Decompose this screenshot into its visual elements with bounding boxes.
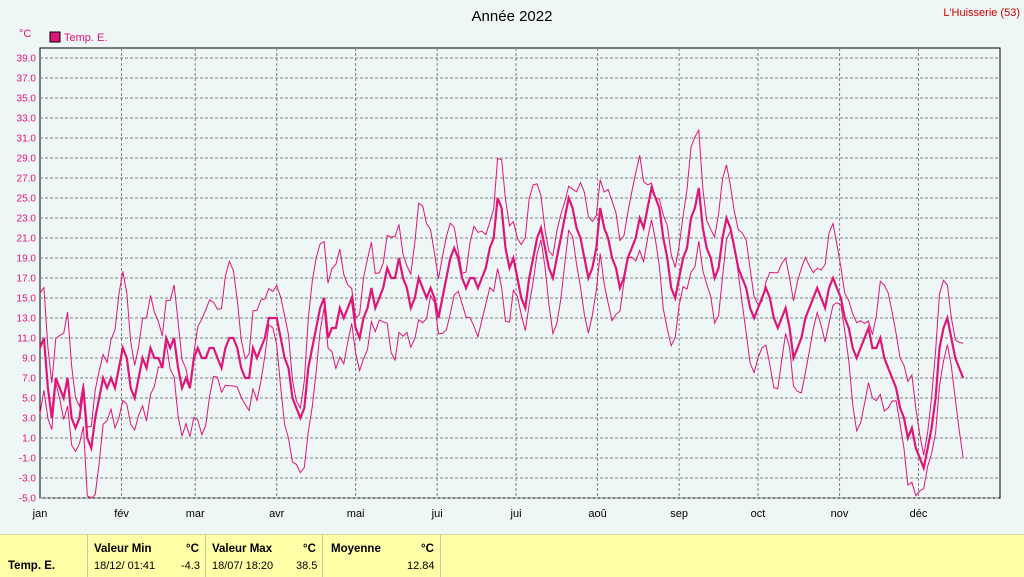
y-axis-unit: °C [19, 28, 31, 40]
x-tick-label: oct [751, 508, 766, 520]
footer-max-cell: Valeur Max °C 18/07/ 18:20 38.5 [205, 535, 323, 577]
footer-min-time: 18/12/ 01:41 [94, 560, 156, 572]
y-tick-label: 1.0 [22, 434, 36, 445]
footer-series-label: Temp. E. [8, 560, 56, 572]
station-label: L'Huisserie (53) [943, 7, 1020, 19]
y-tick-label: 35.0 [17, 94, 37, 105]
x-tick-label: mai [347, 508, 365, 520]
legend-label: Temp. E. [64, 32, 107, 44]
y-tick-label: 9.0 [22, 354, 36, 365]
y-tick-label: 39.0 [17, 54, 37, 65]
y-tick-label: -5.0 [19, 494, 37, 505]
footer-min-unit: °C [186, 543, 199, 555]
footer-max-label: Valeur Max [212, 543, 273, 555]
y-tick-label: 27.0 [17, 174, 37, 185]
footer-avg-label: Moyenne [331, 543, 381, 555]
x-tick-label: avr [269, 508, 285, 520]
series-line-min [39, 219, 964, 499]
y-tick-label: 31.0 [17, 134, 37, 145]
y-tick-label: 29.0 [17, 154, 37, 165]
footer-max-time: 18/07/ 18:20 [212, 560, 274, 572]
x-tick-label: jui [431, 508, 443, 520]
x-tick-label: jan [32, 508, 48, 520]
x-tick-label: aoû [588, 508, 606, 520]
x-tick-label: nov [831, 508, 849, 520]
y-tick-label: -1.0 [19, 454, 37, 465]
chart-title: Année 2022 [472, 8, 553, 25]
y-tick-label: -3.0 [19, 474, 37, 485]
y-tick-label: 33.0 [17, 114, 37, 125]
footer-max-unit: °C [303, 543, 316, 555]
temperature-chart: -5.0 -3.0 -1.0 1.0 3.0 5.0 7.0 9.0 11.0 13.0 15.0 1… [17, 7, 1020, 520]
y-tick-label: 13.0 [17, 314, 37, 325]
footer-avg-value: 12.84 [407, 560, 435, 572]
y-tick-label: 7.0 [22, 374, 36, 385]
stats-footer: Temp. E. Valeur Min °C 18/12/ 01:41 -4.3… [0, 534, 1024, 577]
series-line-mean [38, 184, 965, 472]
footer-empty-cell [440, 535, 1024, 577]
x-tick-label: jui [510, 508, 522, 520]
y-tick-label: 21.0 [17, 234, 37, 245]
y-tick-label: 11.0 [17, 334, 36, 345]
x-tick-label: mar [186, 508, 205, 520]
y-tick-label: 25.0 [17, 194, 37, 205]
x-tick-label: déc [910, 508, 928, 520]
y-tick-label: 5.0 [22, 394, 36, 405]
series-line-max [39, 128, 964, 456]
y-tick-label: 3.0 [22, 414, 36, 425]
y-tick-label: 19.0 [17, 254, 37, 265]
footer-min-cell: Valeur Min °C 18/12/ 01:41 -4.3 [87, 535, 206, 577]
x-tick-label: fév [114, 508, 129, 520]
legend-swatch [49, 31, 61, 43]
footer-avg-cell: Moyenne °C 12.84 [322, 535, 441, 577]
footer-max-value: 38.5 [296, 560, 318, 572]
y-tick-label: 17.0 [17, 274, 37, 285]
footer-series-cell: Temp. E. [0, 535, 87, 577]
footer-avg-unit: °C [421, 543, 434, 555]
footer-min-value: -4.3 [181, 560, 200, 572]
x-tick-label: sep [670, 508, 688, 520]
footer-min-label: Valeur Min [94, 543, 152, 555]
y-tick-label: 23.0 [17, 214, 37, 225]
y-tick-label: 37.0 [17, 74, 37, 85]
y-tick-label: 15.0 [17, 294, 37, 305]
